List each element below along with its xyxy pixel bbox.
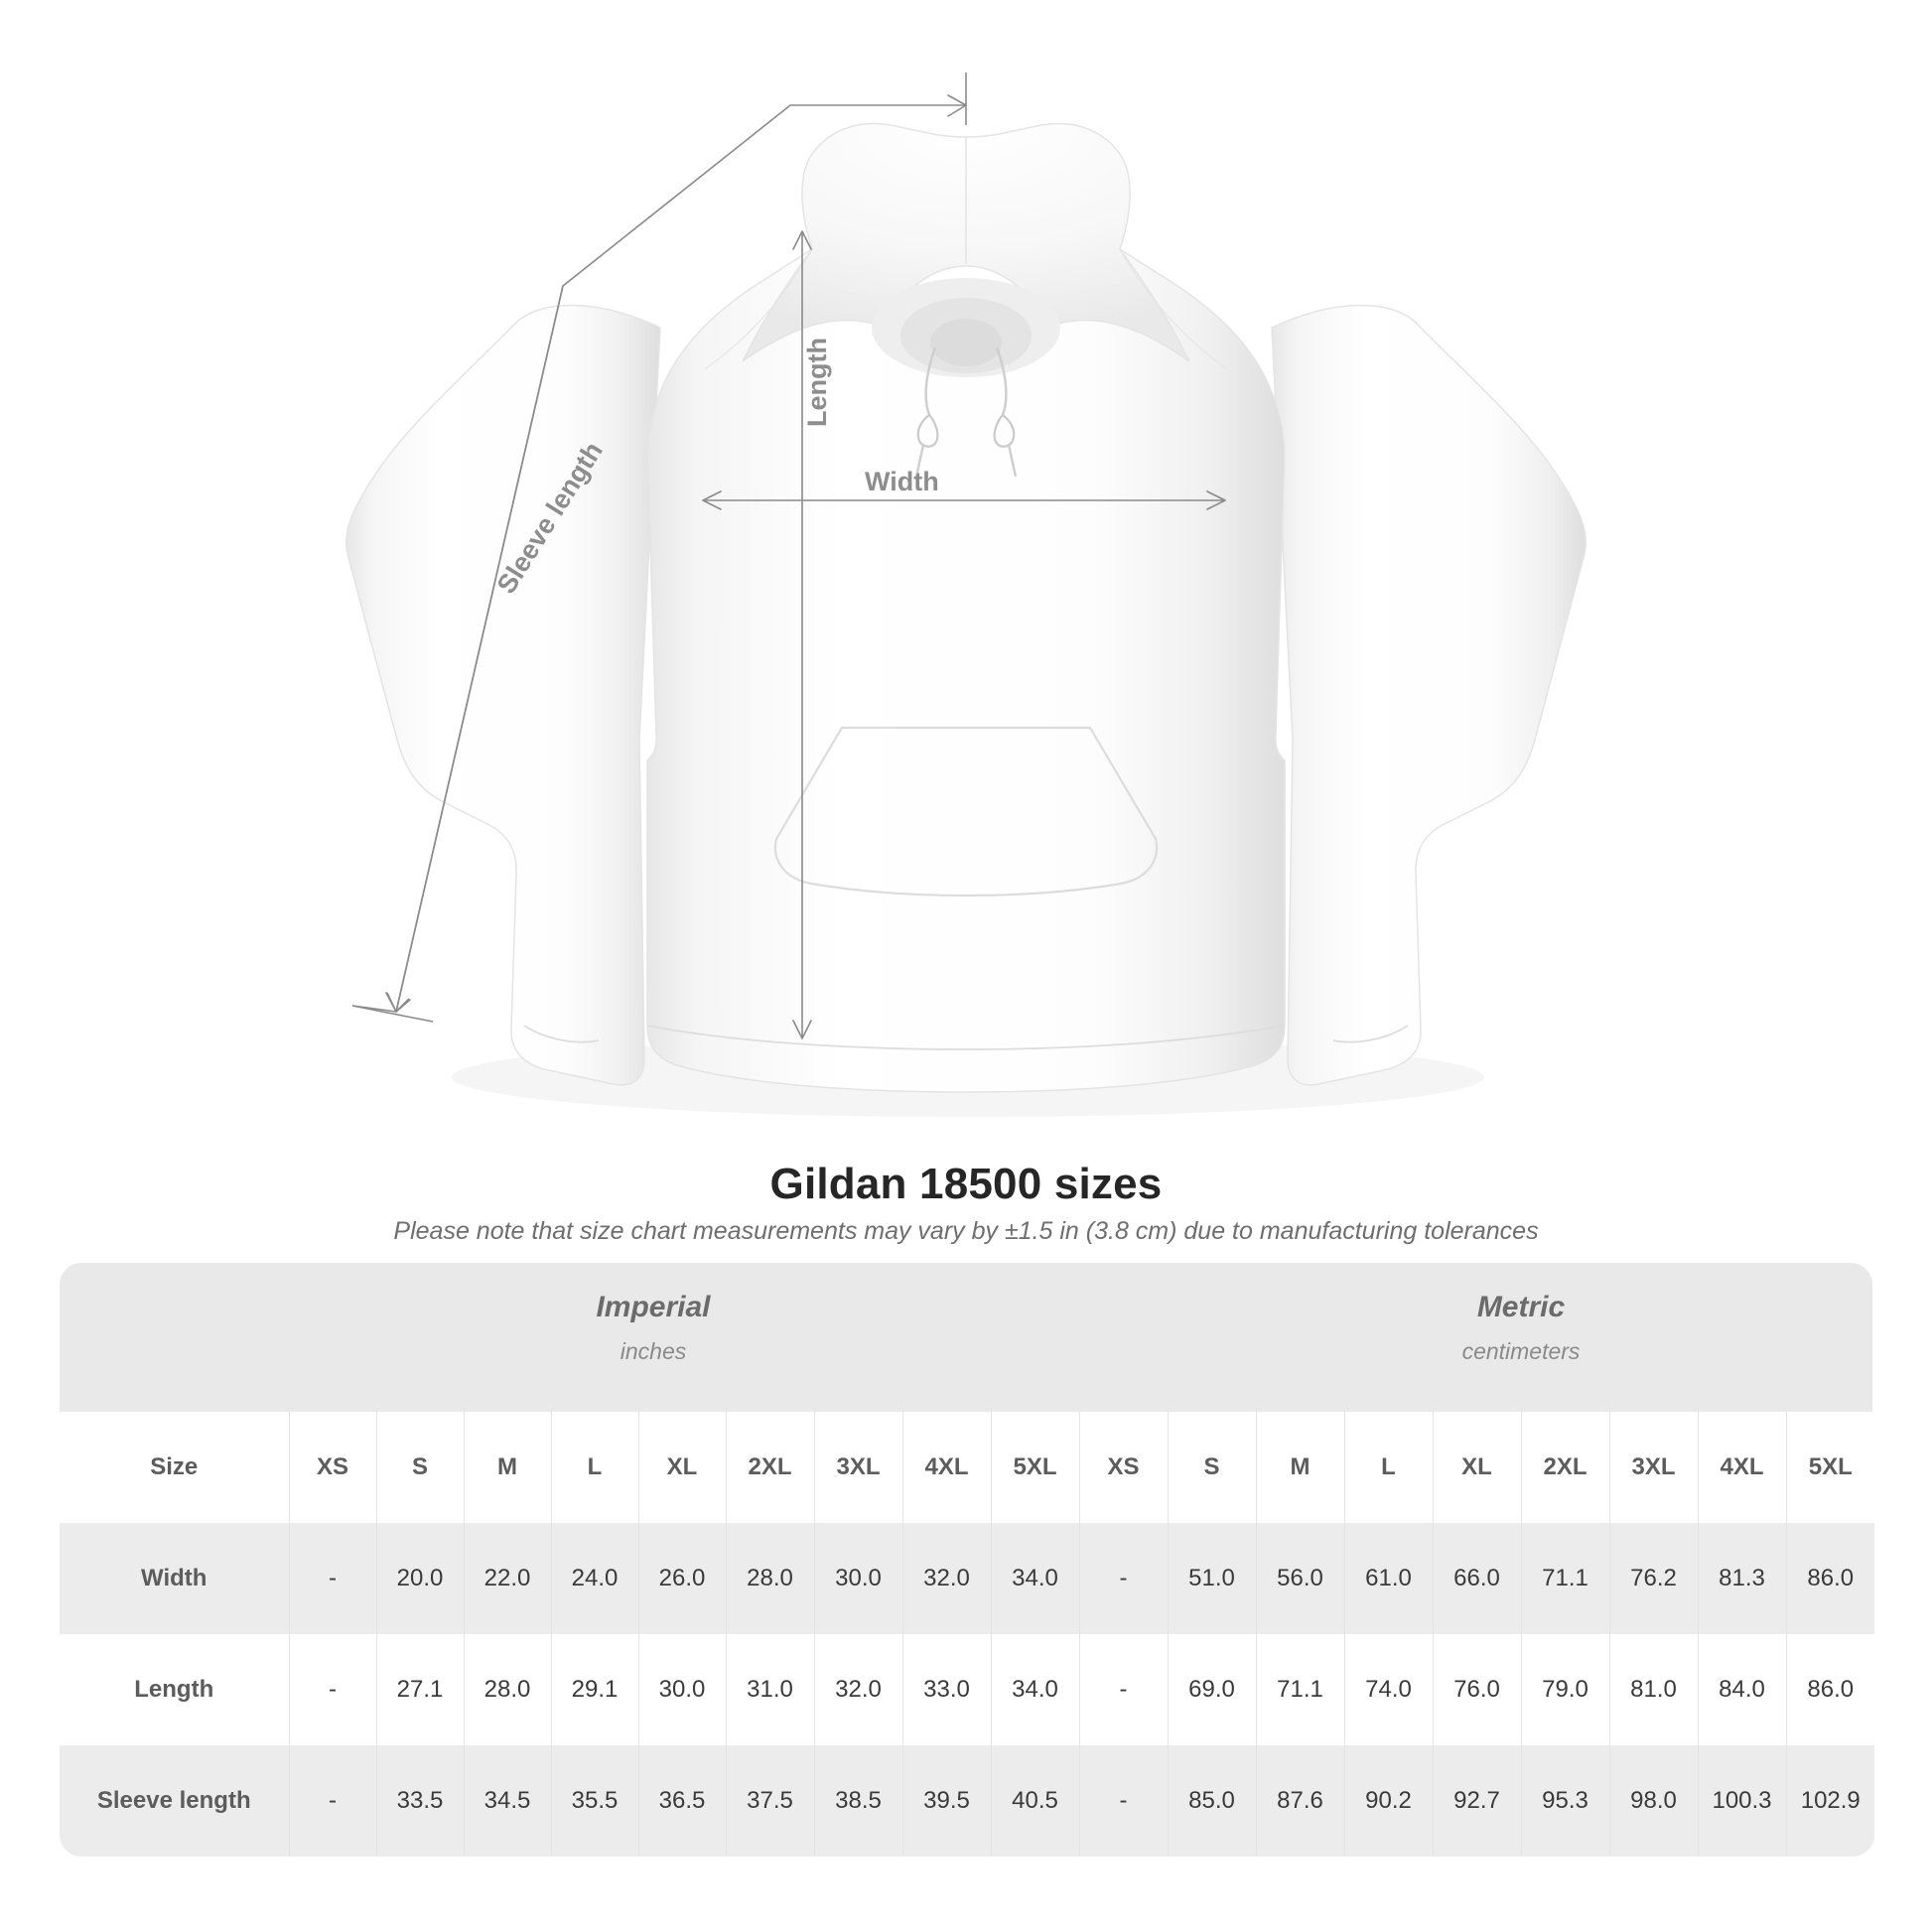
svg-text:Length: Length [802,338,832,427]
svg-text:Width: Width [865,467,939,496]
